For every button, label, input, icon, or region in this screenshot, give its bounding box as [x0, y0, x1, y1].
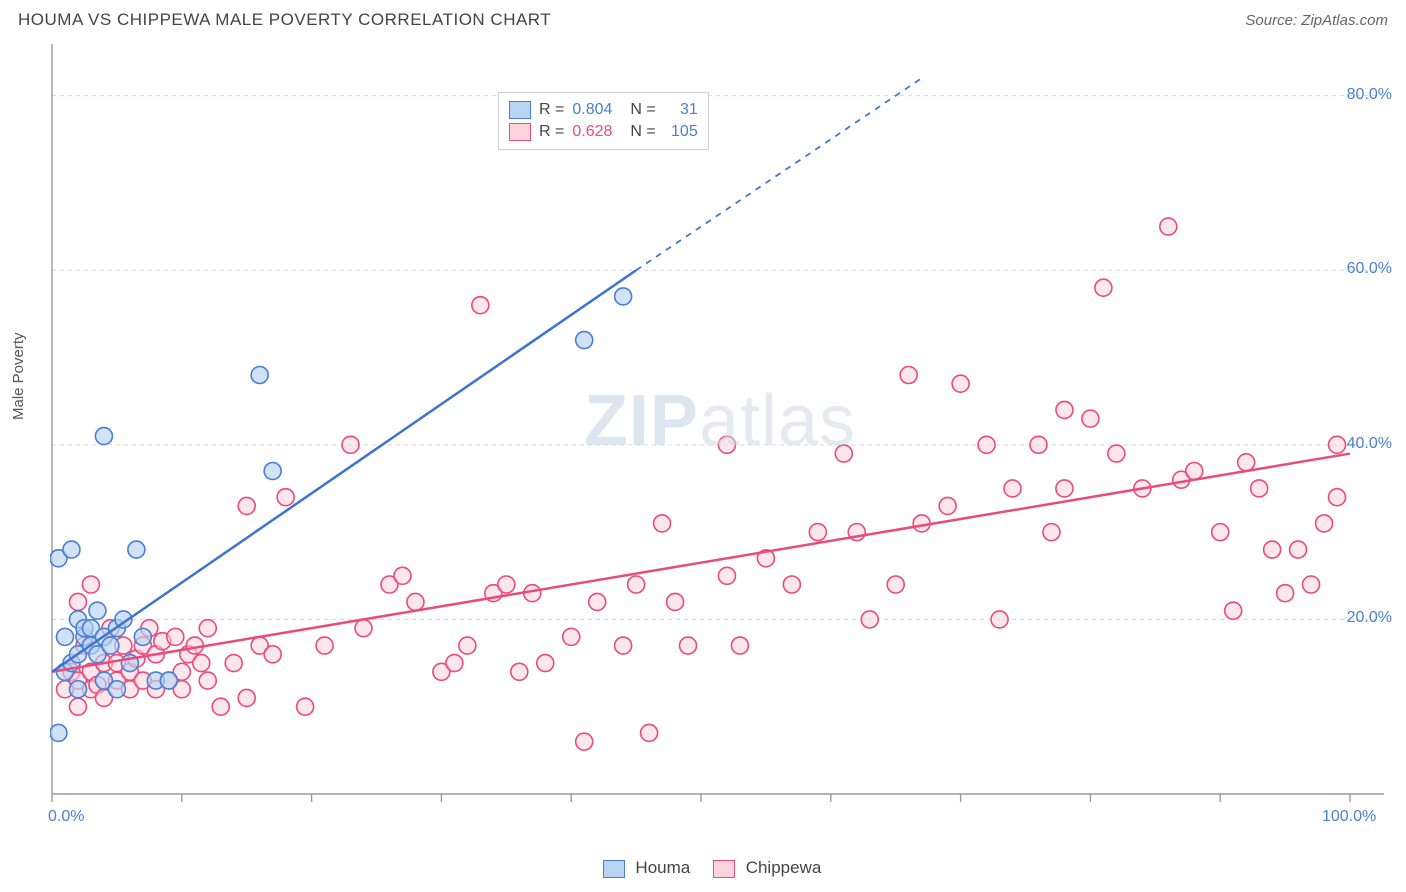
source-name: ZipAtlas.com [1301, 12, 1388, 29]
y-tick-label: 80.0% [1347, 86, 1392, 104]
legend-row-houma: R = 0.804 N = 31 [509, 99, 698, 121]
chart-title: HOUMA VS CHIPPEWA MALE POVERTY CORRELATI… [18, 10, 551, 30]
y-tick-label: 40.0% [1347, 435, 1392, 453]
chart-svg [50, 42, 1390, 832]
r-label: R = [539, 101, 564, 119]
legend-swatch-houma [509, 101, 531, 119]
legend-series: Houma Chippewa [0, 858, 1406, 878]
n-value-houma: 31 [664, 101, 698, 119]
x-tick-label: 100.0% [1322, 808, 1376, 826]
x-tick-label: 0.0% [48, 808, 84, 826]
legend-swatch-chippewa [509, 123, 531, 141]
n-value-chippewa: 105 [664, 123, 698, 141]
legend-swatch-houma-bottom [603, 860, 625, 878]
plot-area: ZIPatlas R = 0.804 N = 31 R = 0.628 N = … [50, 42, 1390, 832]
r-value-houma: 0.804 [572, 101, 612, 119]
n-label: N = [630, 123, 655, 141]
y-tick-label: 60.0% [1347, 260, 1392, 278]
n-label: N = [630, 101, 655, 119]
y-tick-label: 20.0% [1347, 609, 1392, 627]
legend-label-houma: Houma [635, 858, 690, 877]
y-axis-label: Male Poverty [10, 332, 27, 420]
r-value-chippewa: 0.628 [572, 123, 612, 141]
legend-row-chippewa: R = 0.628 N = 105 [509, 121, 698, 143]
source-attribution: Source: ZipAtlas.com [1245, 12, 1388, 29]
header: HOUMA VS CHIPPEWA MALE POVERTY CORRELATI… [0, 0, 1406, 36]
legend-correlation: R = 0.804 N = 31 R = 0.628 N = 105 [498, 92, 709, 150]
r-label: R = [539, 123, 564, 141]
legend-label-chippewa: Chippewa [746, 858, 822, 877]
legend-swatch-chippewa-bottom [713, 860, 735, 878]
source-prefix: Source: [1245, 12, 1301, 29]
